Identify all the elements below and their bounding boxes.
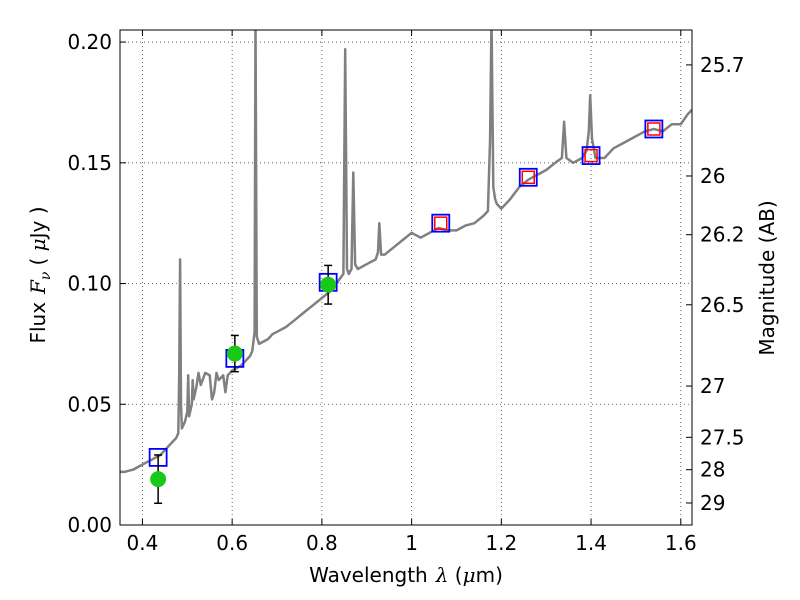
x-tick-label: 1.2 (485, 531, 517, 555)
model-photometry-marker (581, 146, 601, 165)
y2-tick-label: 29 (700, 491, 725, 515)
y2-tick-label: 26.5 (700, 293, 745, 317)
ir-point-marker (434, 216, 448, 230)
y-tick-label: 0.10 (67, 272, 112, 296)
y2-tick-label: 26.2 (700, 223, 745, 247)
series-layer (120, 30, 692, 505)
ir-point-marker (584, 148, 598, 163)
model-photometry-marker (431, 213, 451, 233)
y-tick-label: 0.20 (67, 30, 112, 54)
model-photometry-marker (644, 119, 664, 139)
tick-layer: 0.4 0.6 0.8 1 1.2 1.4 1.6 0.00 0.05 0.10 0.15 0.20 2… (67, 30, 745, 555)
sed-model-line (120, 30, 692, 474)
y2-tick-label: 27 (700, 374, 725, 398)
x-tick-label: 0.6 (216, 531, 248, 555)
x-tick-label: 1 (405, 531, 418, 555)
plot-frame (119, 29, 693, 526)
x-tick-label: 1.4 (575, 531, 607, 555)
ir-point-marker (647, 122, 661, 136)
y2-tick-label: 25.7 (700, 53, 745, 77)
y-axis-label: FluxFν( μJy ) (26, 206, 54, 343)
x-axis-label: Wavelength λ (μm) (309, 563, 503, 587)
observed-point (226, 345, 243, 362)
x-tick-label: 0.4 (127, 531, 159, 555)
y2-axis-label: Magnitude (AB) (755, 200, 779, 355)
y-tick-label: 0.00 (67, 513, 112, 537)
y-tick-label: 0.15 (67, 151, 112, 175)
grid-lines (120, 30, 692, 526)
model-photometry-marker (518, 167, 538, 187)
x-tick-label: 1.6 (665, 531, 697, 555)
y2-tick-label: 26 (700, 164, 725, 188)
ir-point-marker (521, 170, 536, 185)
y2-tick-label: 27.5 (700, 425, 745, 449)
y2-tick-label: 28 (700, 458, 725, 482)
observed-point (320, 276, 337, 293)
observed-point (150, 471, 167, 488)
x-tick-label: 0.8 (306, 531, 338, 555)
y-tick-label: 0.05 (67, 392, 112, 416)
